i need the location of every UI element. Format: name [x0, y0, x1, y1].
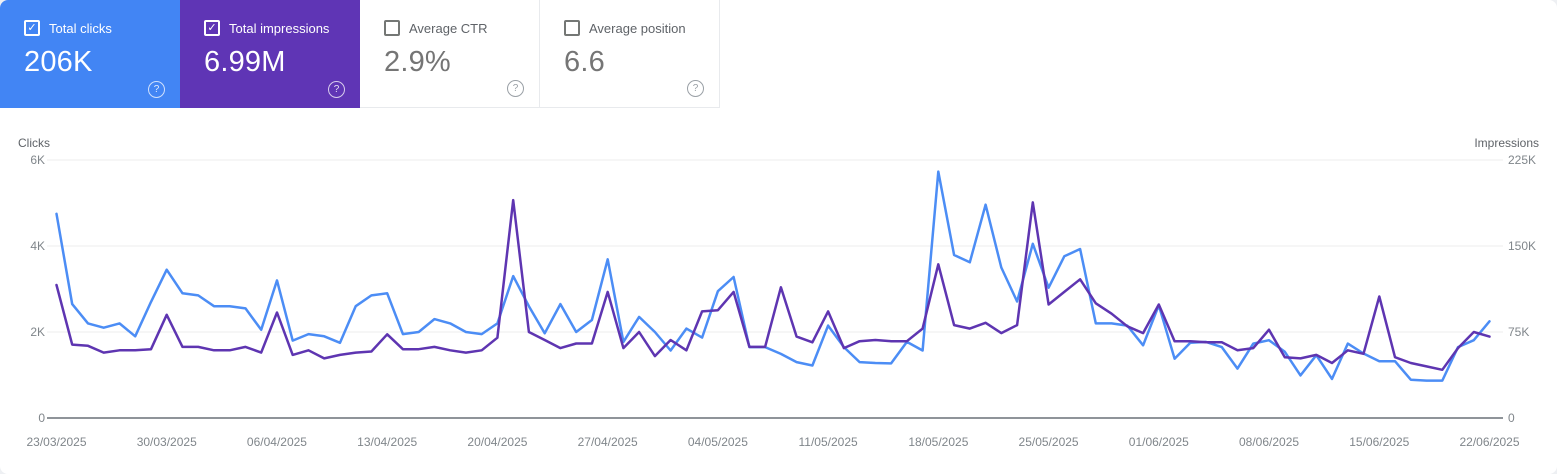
x-axis-date-label: 01/06/2025	[1129, 435, 1189, 449]
right-axis-tick: 150K	[1508, 239, 1536, 253]
average-position-label: Average position	[589, 20, 686, 36]
x-axis-date-label: 11/05/2025	[799, 435, 858, 449]
right-axis-tick: 225K	[1508, 153, 1536, 167]
x-axis-date-label: 25/05/2025	[1019, 435, 1079, 449]
metric-card-total-impressions[interactable]: ✓ Total impressions 6.99M ?	[180, 0, 360, 108]
average-position-value: 6.6	[564, 46, 605, 78]
average-ctr-checkbox[interactable]	[384, 20, 400, 36]
metric-card-total-clicks[interactable]: ✓ Total clicks 206K ?	[0, 0, 180, 108]
average-ctr-label: Average CTR	[409, 20, 488, 36]
average-ctr-value: 2.9%	[384, 46, 451, 78]
metric-cards: ✓ Total clicks 206K ? ✓ Total impression…	[0, 0, 720, 108]
total-clicks-label: Total clicks	[49, 20, 112, 36]
left-axis-tick: 0	[38, 411, 45, 425]
x-axis-date-label: 27/04/2025	[578, 435, 638, 449]
left-axis-tick: 4K	[30, 239, 45, 253]
x-axis-date-label: 04/05/2025	[688, 435, 748, 449]
x-axis-date-label: 15/06/2025	[1349, 435, 1409, 449]
impressions-axis-title: Impressions	[1474, 136, 1539, 150]
x-axis-date-label: 20/04/2025	[467, 435, 527, 449]
average-position-checkbox[interactable]	[564, 20, 580, 36]
total-clicks-checkbox[interactable]: ✓	[24, 20, 40, 36]
clicks-impressions-chart[interactable]: Clicks Impressions 0 2K 4K 6K 0 75K 150K 225K 23/0…	[0, 130, 1557, 474]
right-axis-tick: 75K	[1508, 325, 1529, 339]
clicks-line	[55, 170, 1491, 382]
help-icon[interactable]: ?	[687, 80, 704, 97]
total-clicks-value: 206K	[24, 46, 93, 78]
total-impressions-checkbox[interactable]: ✓	[204, 20, 220, 36]
right-axis-tick: 0	[1508, 411, 1515, 425]
impressions-line	[55, 198, 1491, 372]
x-axis-date-label: 30/03/2025	[137, 435, 197, 449]
help-icon[interactable]: ?	[328, 81, 345, 98]
clicks-axis-title: Clicks	[18, 136, 50, 150]
x-axis-date-label: 08/06/2025	[1239, 435, 1299, 449]
x-axis-date-label: 18/05/2025	[908, 435, 968, 449]
performance-chart[interactable]: Clicks Impressions 0 2K 4K 6K 0 75K 150K 225K 23/0…	[0, 130, 1557, 474]
x-axis-date-label: 22/06/2025	[1459, 435, 1519, 449]
metric-card-average-ctr[interactable]: Average CTR 2.9% ?	[360, 0, 540, 108]
x-axis-date-label: 06/04/2025	[247, 435, 307, 449]
x-axis-date-label: 13/04/2025	[357, 435, 417, 449]
help-icon[interactable]: ?	[148, 81, 165, 98]
total-impressions-label: Total impressions	[229, 20, 330, 36]
x-axis-date-label: 23/03/2025	[26, 435, 86, 449]
left-axis-tick: 6K	[30, 153, 45, 167]
left-axis-tick: 2K	[30, 325, 45, 339]
total-impressions-value: 6.99M	[204, 46, 286, 78]
metric-card-average-position[interactable]: Average position 6.6 ?	[540, 0, 720, 108]
help-icon[interactable]: ?	[507, 80, 524, 97]
